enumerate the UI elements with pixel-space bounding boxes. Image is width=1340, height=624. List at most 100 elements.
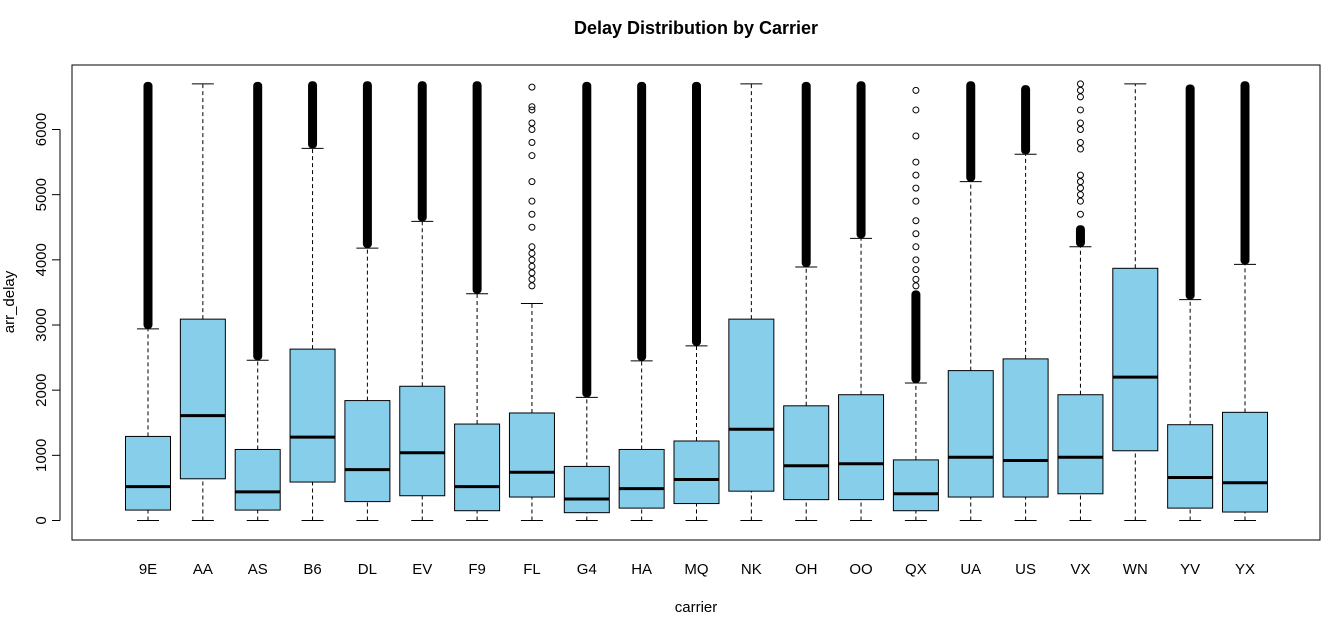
box-iqr	[563, 465, 610, 514]
outlier-point	[528, 269, 536, 277]
box-ha	[618, 81, 665, 521]
box-iqr	[838, 394, 885, 501]
outlier-point	[528, 243, 536, 251]
outlier-band	[472, 81, 482, 294]
outlier-band	[637, 81, 647, 361]
box-mq	[673, 81, 720, 521]
x-tick-label: UA	[960, 561, 981, 578]
box-nk	[728, 83, 775, 521]
box-us	[1002, 85, 1049, 521]
outlier-point	[912, 217, 920, 225]
y-axis-label: arr_delay	[1, 270, 18, 333]
box-iqr	[179, 318, 226, 480]
outlier-point	[528, 126, 536, 133]
outlier-band	[1021, 85, 1031, 155]
box-iqr	[892, 459, 939, 512]
outlier-point	[1076, 80, 1084, 88]
outlier-point	[912, 106, 920, 114]
outlier-point	[912, 266, 920, 274]
box-iqr	[289, 348, 336, 483]
outlier-point	[528, 256, 536, 264]
x-tick-label: 9E	[139, 561, 157, 578]
outlier-point	[1076, 139, 1084, 147]
x-tick-label: US	[1015, 561, 1036, 578]
outlier-point	[912, 132, 920, 140]
x-tick-label: EV	[412, 561, 432, 578]
outlier-point	[528, 223, 536, 231]
outlier-point	[1076, 184, 1084, 192]
y-tick-label: 4000	[33, 243, 50, 276]
outlier-band	[362, 81, 372, 249]
box-iqr	[1112, 267, 1159, 452]
outlier-point	[912, 282, 920, 290]
outlier-point	[912, 275, 920, 283]
box-aa	[179, 83, 226, 521]
box-iqr	[618, 448, 665, 509]
outlier-point	[912, 184, 920, 192]
outlier-point	[1076, 126, 1084, 133]
box-qx	[892, 86, 939, 521]
outlier-point	[528, 282, 536, 290]
outlier-point	[528, 197, 536, 205]
outlier-point	[1076, 106, 1084, 114]
x-tick-label: YX	[1235, 561, 1255, 578]
outlier-point	[1076, 191, 1084, 199]
y-tick-label: 0	[33, 516, 50, 524]
y-tick-label: 5000	[33, 178, 50, 211]
box-wn	[1112, 83, 1159, 521]
box-as	[234, 81, 281, 521]
box-dl	[344, 81, 391, 521]
outlier-point	[912, 243, 920, 251]
outlier-point	[912, 256, 920, 264]
outlier-point	[528, 119, 536, 127]
box-iqr	[344, 400, 391, 503]
x-axis-label: carrier	[675, 599, 718, 616]
outlier-band	[692, 81, 701, 346]
y-tick-label: 2000	[33, 373, 50, 406]
x-tick-label: FL	[523, 561, 541, 578]
outlier-point	[1076, 93, 1084, 101]
x-tick-label: AS	[248, 561, 268, 578]
box-yx	[1222, 81, 1268, 521]
box-fl	[508, 83, 555, 521]
box-ev	[399, 81, 446, 521]
box-g4	[563, 81, 610, 521]
outlier-band	[966, 81, 976, 182]
outlier-point	[528, 249, 536, 257]
outlier-point	[1076, 171, 1084, 179]
outlier-point	[1076, 145, 1084, 153]
x-tick-label: G4	[577, 561, 597, 578]
box-iqr	[1222, 411, 1268, 513]
box-iqr	[728, 318, 775, 492]
y-axis: 0 1000 2000 3000 4000 5000 6000	[33, 113, 61, 525]
outlier-point	[912, 171, 920, 179]
box-oh	[783, 81, 830, 521]
outlier-point	[1076, 86, 1084, 94]
outlier-point	[1076, 210, 1084, 218]
box-9e	[125, 81, 171, 521]
y-tick-label: 6000	[33, 113, 50, 146]
box-b6	[289, 81, 336, 521]
outlier-band	[417, 81, 427, 222]
outlier-point	[1076, 119, 1084, 127]
chart-title: Delay Distribution by Carrier	[574, 18, 818, 38]
x-tick-label: OH	[795, 561, 818, 578]
outlier-point	[1076, 178, 1084, 186]
box-iqr	[783, 405, 830, 501]
outlier-point	[912, 158, 920, 166]
box-iqr	[454, 423, 501, 512]
x-tick-label: OO	[849, 561, 872, 578]
x-tick-label: WN	[1123, 561, 1148, 578]
box-oo	[838, 81, 885, 521]
x-tick-label: MQ	[684, 561, 708, 578]
y-tick-label: 3000	[33, 308, 50, 341]
box-iqr	[1057, 394, 1104, 495]
outlier-point	[528, 83, 536, 91]
outlier-band	[253, 81, 263, 361]
box-f9	[454, 81, 501, 521]
box-iqr	[234, 448, 281, 511]
x-axis: 9E AA AS B6 DL EV F9 FL G4 HA MQ NK OH OO QX UA US VX WN YV…	[139, 561, 1255, 578]
x-tick-label: VX	[1070, 561, 1090, 578]
box-iqr	[1167, 424, 1214, 509]
